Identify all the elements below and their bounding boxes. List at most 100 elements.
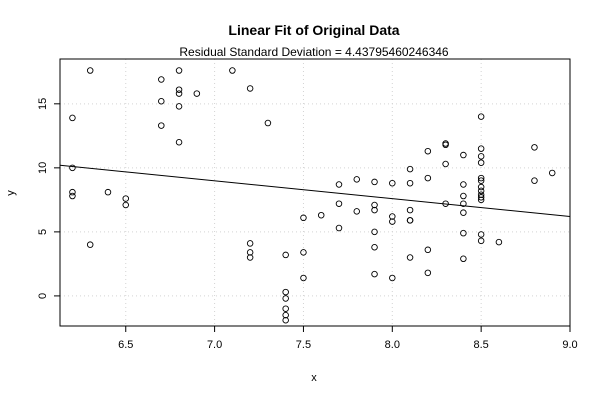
- data-point: [300, 274, 307, 282]
- data-point: [282, 295, 289, 302]
- data-point: [335, 200, 343, 207]
- data-point: [371, 206, 378, 214]
- data-point: [460, 192, 467, 200]
- data-point: [86, 241, 94, 248]
- data-point: [122, 201, 129, 209]
- data-point: [531, 177, 538, 184]
- data-point: [264, 119, 272, 127]
- data-point: [477, 153, 485, 160]
- data-point: [477, 177, 485, 184]
- data-point: [282, 305, 289, 312]
- data-point: [389, 274, 396, 282]
- data-point: [389, 213, 396, 220]
- data-point: [406, 254, 414, 261]
- x-tick-label: 7.0: [207, 339, 222, 351]
- data-point: [406, 179, 414, 187]
- data-point: [158, 98, 165, 105]
- plot-frame: [59, 58, 571, 327]
- data-point: [477, 174, 485, 182]
- data-point: [175, 138, 183, 146]
- data-point: [175, 90, 183, 97]
- data-point: [335, 181, 343, 188]
- data-point: [477, 191, 485, 198]
- data-point: [246, 249, 254, 256]
- data-point: [158, 76, 165, 83]
- chart-title: Linear Fit of Original Data: [228, 22, 399, 38]
- data-point: [122, 195, 129, 202]
- data-point: [371, 270, 378, 278]
- data-point: [460, 200, 467, 207]
- data-point: [477, 145, 485, 152]
- data-point: [246, 85, 254, 92]
- data-point: [424, 246, 432, 254]
- data-point: [86, 67, 94, 74]
- data-point: [442, 160, 449, 168]
- data-point: [477, 183, 485, 191]
- data-point: [495, 238, 503, 246]
- data-point: [477, 194, 485, 201]
- fit-line: [59, 164, 571, 218]
- data-point: [424, 147, 432, 155]
- data-point: [424, 269, 432, 277]
- data-point: [389, 179, 396, 187]
- y-axis-label: y: [5, 190, 17, 196]
- data-point: [335, 224, 343, 232]
- data-point: [371, 201, 378, 209]
- data-point: [69, 188, 76, 196]
- data-point: [229, 67, 236, 74]
- data-point: [477, 113, 485, 120]
- data-point: [371, 228, 378, 236]
- y-tick-label: 10: [37, 162, 49, 174]
- x-tick-label: 6.5: [118, 339, 133, 351]
- data-point: [477, 159, 485, 166]
- data-point: [282, 251, 289, 259]
- data-point: [246, 240, 254, 247]
- y-tick-label: 5: [37, 229, 49, 235]
- data-point: [317, 211, 325, 219]
- data-point: [531, 144, 538, 151]
- data-point: [477, 237, 485, 245]
- data-point: [69, 114, 76, 122]
- axes: 6.5 7.0 7.5 8.0 8.5 9.0 0 5 10 15: [37, 58, 578, 351]
- data-points: [69, 67, 556, 324]
- x-tick-label: 9.0: [562, 339, 577, 351]
- data-point: [460, 255, 467, 263]
- data-point: [424, 174, 432, 182]
- data-point: [477, 231, 485, 238]
- data-point: [460, 229, 467, 237]
- data-point: [353, 176, 361, 183]
- data-point: [246, 254, 254, 261]
- data-point: [460, 151, 467, 159]
- data-point: [282, 288, 289, 296]
- data-point: [442, 200, 449, 207]
- data-point: [389, 218, 396, 225]
- data-point: [69, 192, 76, 200]
- data-point: [300, 249, 307, 256]
- data-point: [460, 181, 467, 188]
- x-tick-label: 8.5: [474, 339, 489, 351]
- data-point: [158, 122, 165, 129]
- data-point: [193, 90, 201, 97]
- data-point: [282, 311, 289, 319]
- data-point: [442, 141, 449, 149]
- data-point: [371, 178, 378, 186]
- data-point: [477, 187, 485, 195]
- data-point: [282, 316, 289, 324]
- data-point: [104, 188, 112, 196]
- data-point: [371, 243, 378, 251]
- x-tick-label: 8.0: [385, 339, 400, 351]
- fit-line-group: [59, 164, 571, 218]
- data-point: [300, 214, 307, 222]
- y-tick-label: 15: [37, 98, 49, 110]
- x-axis-label: x: [311, 372, 317, 384]
- data-point: [69, 164, 76, 172]
- data-point: [175, 103, 183, 110]
- data-point: [460, 209, 467, 216]
- data-point: [353, 208, 361, 215]
- data-point: [548, 169, 556, 177]
- data-point: [477, 196, 485, 204]
- x-tick-label: 7.5: [296, 339, 311, 351]
- data-point: [406, 217, 414, 224]
